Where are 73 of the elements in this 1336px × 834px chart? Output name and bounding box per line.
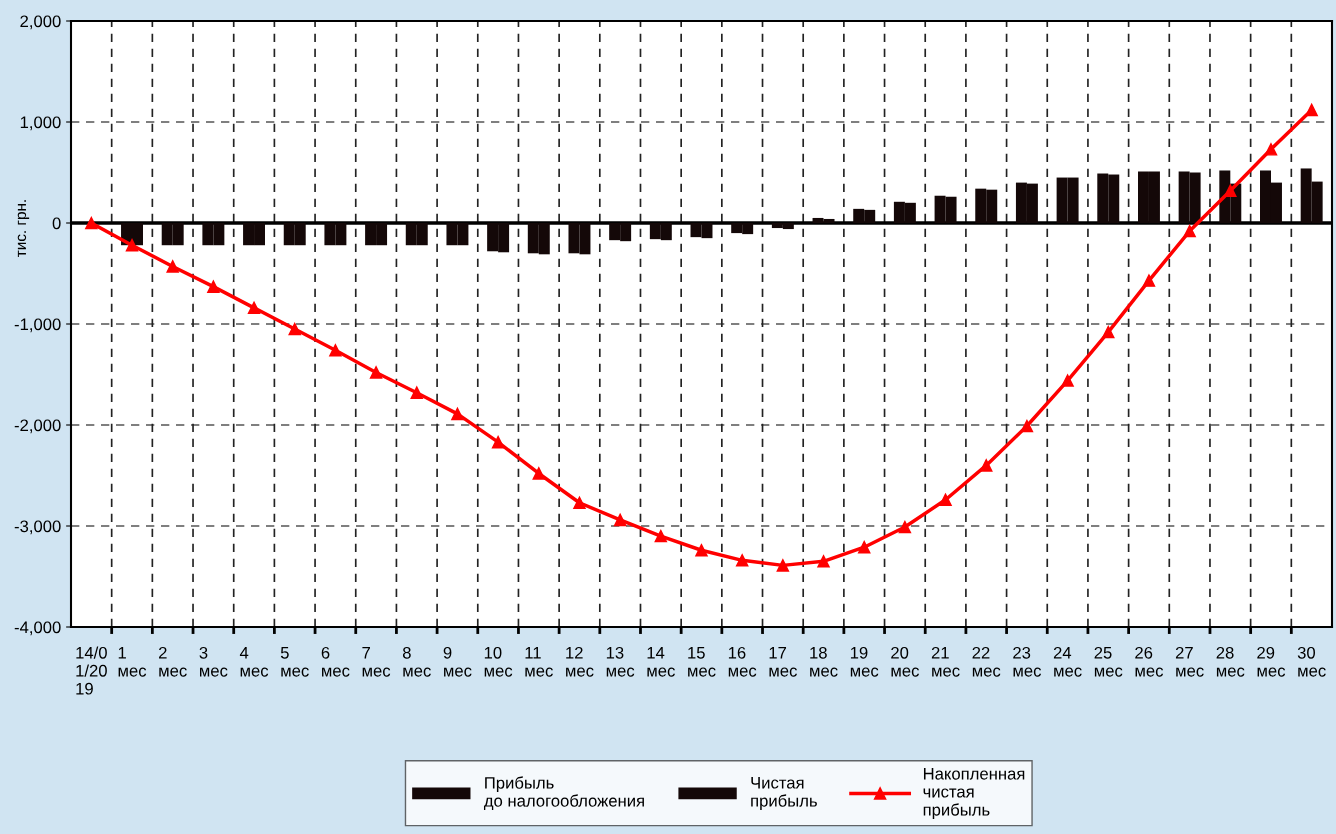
x-tick-label: 30 мес (1297, 646, 1326, 677)
x-tick-label: 28 мес (1216, 646, 1245, 677)
x-tick-label: 13 мес (606, 646, 635, 677)
y-tick-label: 0 (52, 217, 61, 230)
point (451, 407, 464, 421)
point (695, 543, 708, 557)
point (1264, 143, 1278, 156)
point (939, 493, 952, 506)
point (1142, 274, 1156, 287)
point (979, 459, 993, 472)
point (329, 344, 342, 357)
point (532, 467, 546, 480)
x-tick-label: 14 мес (647, 647, 675, 677)
x-tick-label: 12 мес (566, 646, 594, 677)
legend-label: Накопленная чистая прибыль (923, 768, 1025, 819)
point (85, 216, 98, 230)
y-tick-label: -3,000 (14, 520, 61, 535)
x-tick-label: 2 мес (159, 646, 187, 677)
legend-label: Чистая прибыль (751, 776, 817, 811)
x-tick-label: 17 мес (769, 647, 797, 677)
x-tick-label: 19 мес (850, 646, 879, 677)
point (247, 301, 261, 315)
point (735, 554, 749, 567)
legend-label: Прибыль до налогообложения (483, 776, 644, 810)
point (207, 280, 220, 293)
x-tick-label: 5 мес (280, 647, 309, 677)
x-tick-label: 25 мес (1094, 646, 1123, 677)
x-tick-label: 18 мес (810, 646, 838, 677)
y-tick-label: -1,000 (14, 318, 61, 333)
point (857, 540, 871, 554)
x-tick-label: 22 мес (972, 646, 1001, 677)
y-tick-label: 2,000 (20, 15, 61, 30)
x-tick-label: 27 мес (1175, 646, 1204, 677)
point (654, 529, 668, 543)
point (1102, 325, 1115, 339)
x-tick-label: 4 мес (239, 647, 269, 677)
x-tick-label: 29 мес (1257, 646, 1286, 677)
x-tick-label: 23 мес (1013, 646, 1042, 677)
point (817, 555, 830, 568)
x-tick-label: 21 мес (931, 646, 960, 677)
x-tick-label: 7 мес (362, 647, 391, 677)
point (1061, 374, 1074, 387)
x-tick-label: 20 мес (891, 646, 919, 677)
point (1020, 419, 1034, 433)
point (491, 435, 505, 449)
x-tick-label: 6 мес (321, 646, 350, 677)
y-tick-label: 1,000 (20, 116, 61, 131)
point (369, 366, 383, 379)
x-tick-label: 8 мес (402, 646, 431, 677)
x-tick-label: 24 мес (1053, 646, 1082, 677)
point (1305, 103, 1318, 117)
point (410, 386, 424, 399)
point (573, 496, 586, 510)
x-tick-label: 1 мес (118, 647, 147, 677)
point (613, 513, 627, 527)
x-tick-label: 3 мес (199, 646, 228, 677)
point (125, 238, 139, 252)
y-axis-title: тис. грн. (17, 200, 30, 257)
point (166, 260, 179, 273)
point (776, 559, 790, 572)
point (898, 520, 912, 534)
x-tick-label: 10 мес (484, 646, 513, 677)
point (1224, 184, 1237, 197)
point (288, 322, 301, 336)
y-tick-label: -2,000 (14, 419, 61, 434)
x-tick-label: 15 мес (688, 647, 716, 677)
x-tick-label: 26 мес (1135, 646, 1164, 677)
x-tick-label: 16 мес (728, 646, 757, 677)
x-tick-label: 9 мес (443, 646, 472, 677)
y-tick-label: -4,000 (14, 621, 61, 636)
point (1183, 224, 1196, 238)
x-tick-label: 14/01/2019 (76, 646, 107, 695)
x-tick-label: 11 мес (525, 647, 553, 677)
